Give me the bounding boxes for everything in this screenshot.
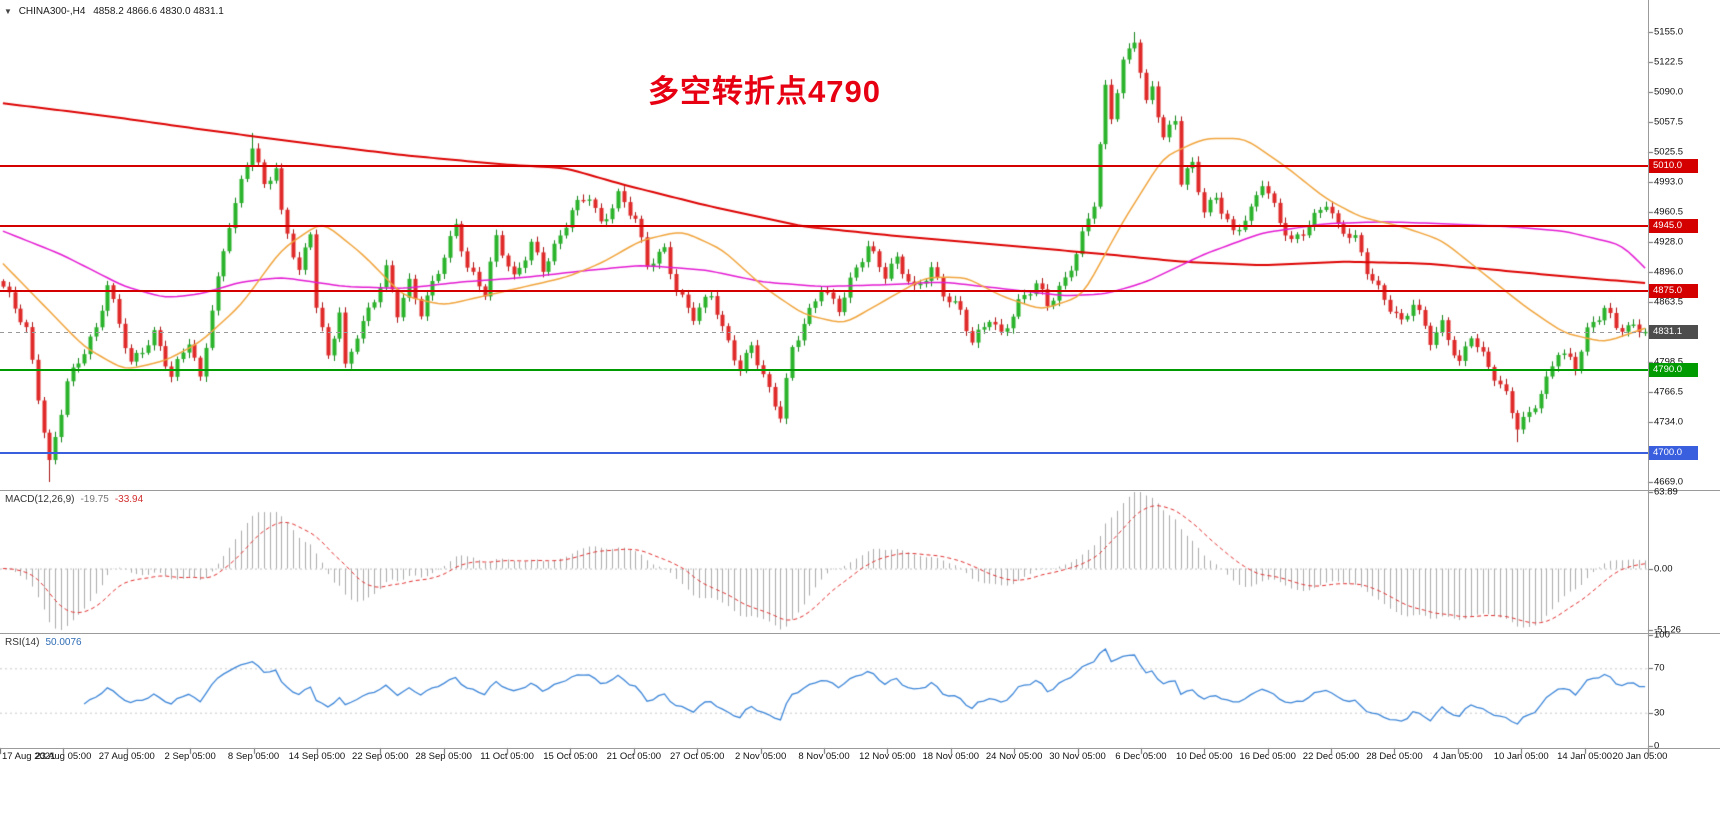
- time-axis-label: 27 Oct 05:00: [670, 751, 725, 762]
- chart-text-annotation[interactable]: 多空转折点4790: [648, 74, 881, 109]
- time-axis-label: 22 Dec 05:00: [1302, 751, 1360, 762]
- rsi-indicator-label: RSI(14) 50.0076: [5, 637, 82, 648]
- time-axis-label: 14 Jan 05:00: [1557, 751, 1613, 762]
- macd-axis-label: 0.00: [1654, 563, 1673, 575]
- time-axis-label: 10 Dec 05:00: [1176, 751, 1233, 762]
- time-axis-label: 28 Dec 05:00: [1366, 751, 1423, 762]
- price-axis-label: 5155.0: [1654, 26, 1684, 38]
- level-line-4700[interactable]: [0, 452, 1648, 455]
- level-line-4790[interactable]: [0, 368, 1648, 371]
- time-axis-label: 4 Jan 05:00: [1433, 751, 1483, 762]
- rsi-axis-label: 0: [1654, 740, 1660, 752]
- price-axis-label: 5057.5: [1654, 116, 1684, 128]
- time-axis-label: 15 Oct 05:00: [543, 751, 598, 762]
- macd-name: MACD(12,26,9): [5, 494, 75, 505]
- ohlc-values: 4858.2 4866.6 4830.0 4831.1: [93, 6, 224, 17]
- time-axis-label: 6 Dec 05:00: [1115, 751, 1167, 762]
- price-axis-label: 4896.0: [1654, 266, 1684, 278]
- time-axis-label: 12 Nov 05:00: [859, 751, 916, 762]
- price-axis-label: 4734.0: [1654, 416, 1684, 428]
- price-axis-label: 4766.5: [1654, 386, 1684, 398]
- level-badge-4700: 4700.0: [1649, 446, 1698, 461]
- panel-separator-rsi[interactable]: [0, 633, 1720, 634]
- time-axis-label: 21 Oct 05:00: [606, 751, 662, 762]
- time-axis-label: 2 Sep 05:00: [164, 751, 216, 762]
- level-badge-4790: 4790.0: [1649, 362, 1698, 377]
- time-axis-label: 14 Sep 05:00: [288, 751, 346, 762]
- time-axis-separator: [0, 748, 1720, 749]
- level-badge-4945: 4945.0: [1649, 219, 1698, 234]
- macd-axis-label: -51.26: [1654, 624, 1681, 636]
- current-price-line: [0, 331, 1648, 333]
- price-axis-label: 4798.5: [1654, 357, 1683, 368]
- price-axis-label: 4993.0: [1654, 176, 1684, 188]
- time-axis-label: 8 Nov 05:00: [798, 751, 850, 762]
- rsi-value: 50.0076: [45, 637, 82, 648]
- chart-shift-marker-icon: ▼: [4, 7, 12, 16]
- time-axis-label: 28 Sep 05:00: [415, 751, 472, 762]
- level-line-4875[interactable]: [0, 290, 1648, 293]
- symbol-timeframe-label: CHINA300-,H4: [18, 6, 86, 17]
- time-axis-label: 17 Aug 2021: [2, 751, 56, 762]
- panel-separator-macd[interactable]: [0, 490, 1720, 491]
- level-line-5010[interactable]: [0, 165, 1648, 168]
- macd-indicator-label: MACD(12,26,9) -19.75 -33.94: [5, 494, 143, 505]
- price-axis-label: 5025.5: [1654, 146, 1684, 158]
- macd-main-value: -19.75: [80, 494, 109, 505]
- symbol-info: ▼ CHINA300-,H4 4858.2 4866.6 4830.0 4831…: [4, 6, 229, 17]
- price-chart-canvas[interactable]: [0, 0, 1720, 768]
- price-axis-label: 5090.0: [1654, 86, 1684, 98]
- time-axis-label: 10 Jan 05:00: [1493, 751, 1549, 762]
- rsi-axis-label: 100: [1654, 629, 1670, 641]
- time-axis-label: 22 Sep 05:00: [352, 751, 409, 762]
- price-axis-label: 4863.5: [1654, 296, 1684, 308]
- price-axis-label: 4960.5: [1654, 206, 1684, 218]
- macd-signal-value: -33.94: [114, 494, 144, 505]
- time-axis-label: 23 Aug 05:00: [35, 751, 92, 762]
- time-axis-label: 20 Jan 05:00: [1612, 751, 1668, 762]
- current-price-badge: 4831.1: [1649, 324, 1698, 339]
- rsi-axis-label: 70: [1654, 662, 1665, 674]
- level-badge-5010: 5010.0: [1649, 159, 1698, 174]
- time-axis-label: 27 Aug 05:00: [98, 751, 155, 762]
- price-axis-label: 4669.0: [1654, 476, 1684, 488]
- level-badge-4875: 4875.0: [1649, 284, 1698, 299]
- time-axis-label: 16 Dec 05:00: [1239, 751, 1296, 762]
- time-axis-label: 24 Nov 05:00: [985, 751, 1043, 762]
- time-axis-label: 8 Sep 05:00: [227, 751, 280, 762]
- time-axis-label: 18 Nov 05:00: [922, 751, 980, 762]
- level-line-4945[interactable]: [0, 225, 1648, 228]
- time-axis-label: 11 Oct 05:00: [480, 751, 534, 762]
- time-axis-label: 30 Nov 05:00: [1049, 751, 1106, 762]
- time-axis-label: 2 Nov 05:00: [734, 751, 787, 762]
- price-axis-label: 4928.0: [1654, 236, 1684, 248]
- price-axis-border: [1648, 0, 1649, 748]
- price-axis-label: 5122.5: [1654, 56, 1684, 68]
- rsi-name: RSI(14): [5, 637, 40, 648]
- rsi-axis-label: 30: [1654, 707, 1665, 719]
- macd-axis-label: 63.89: [1654, 486, 1678, 498]
